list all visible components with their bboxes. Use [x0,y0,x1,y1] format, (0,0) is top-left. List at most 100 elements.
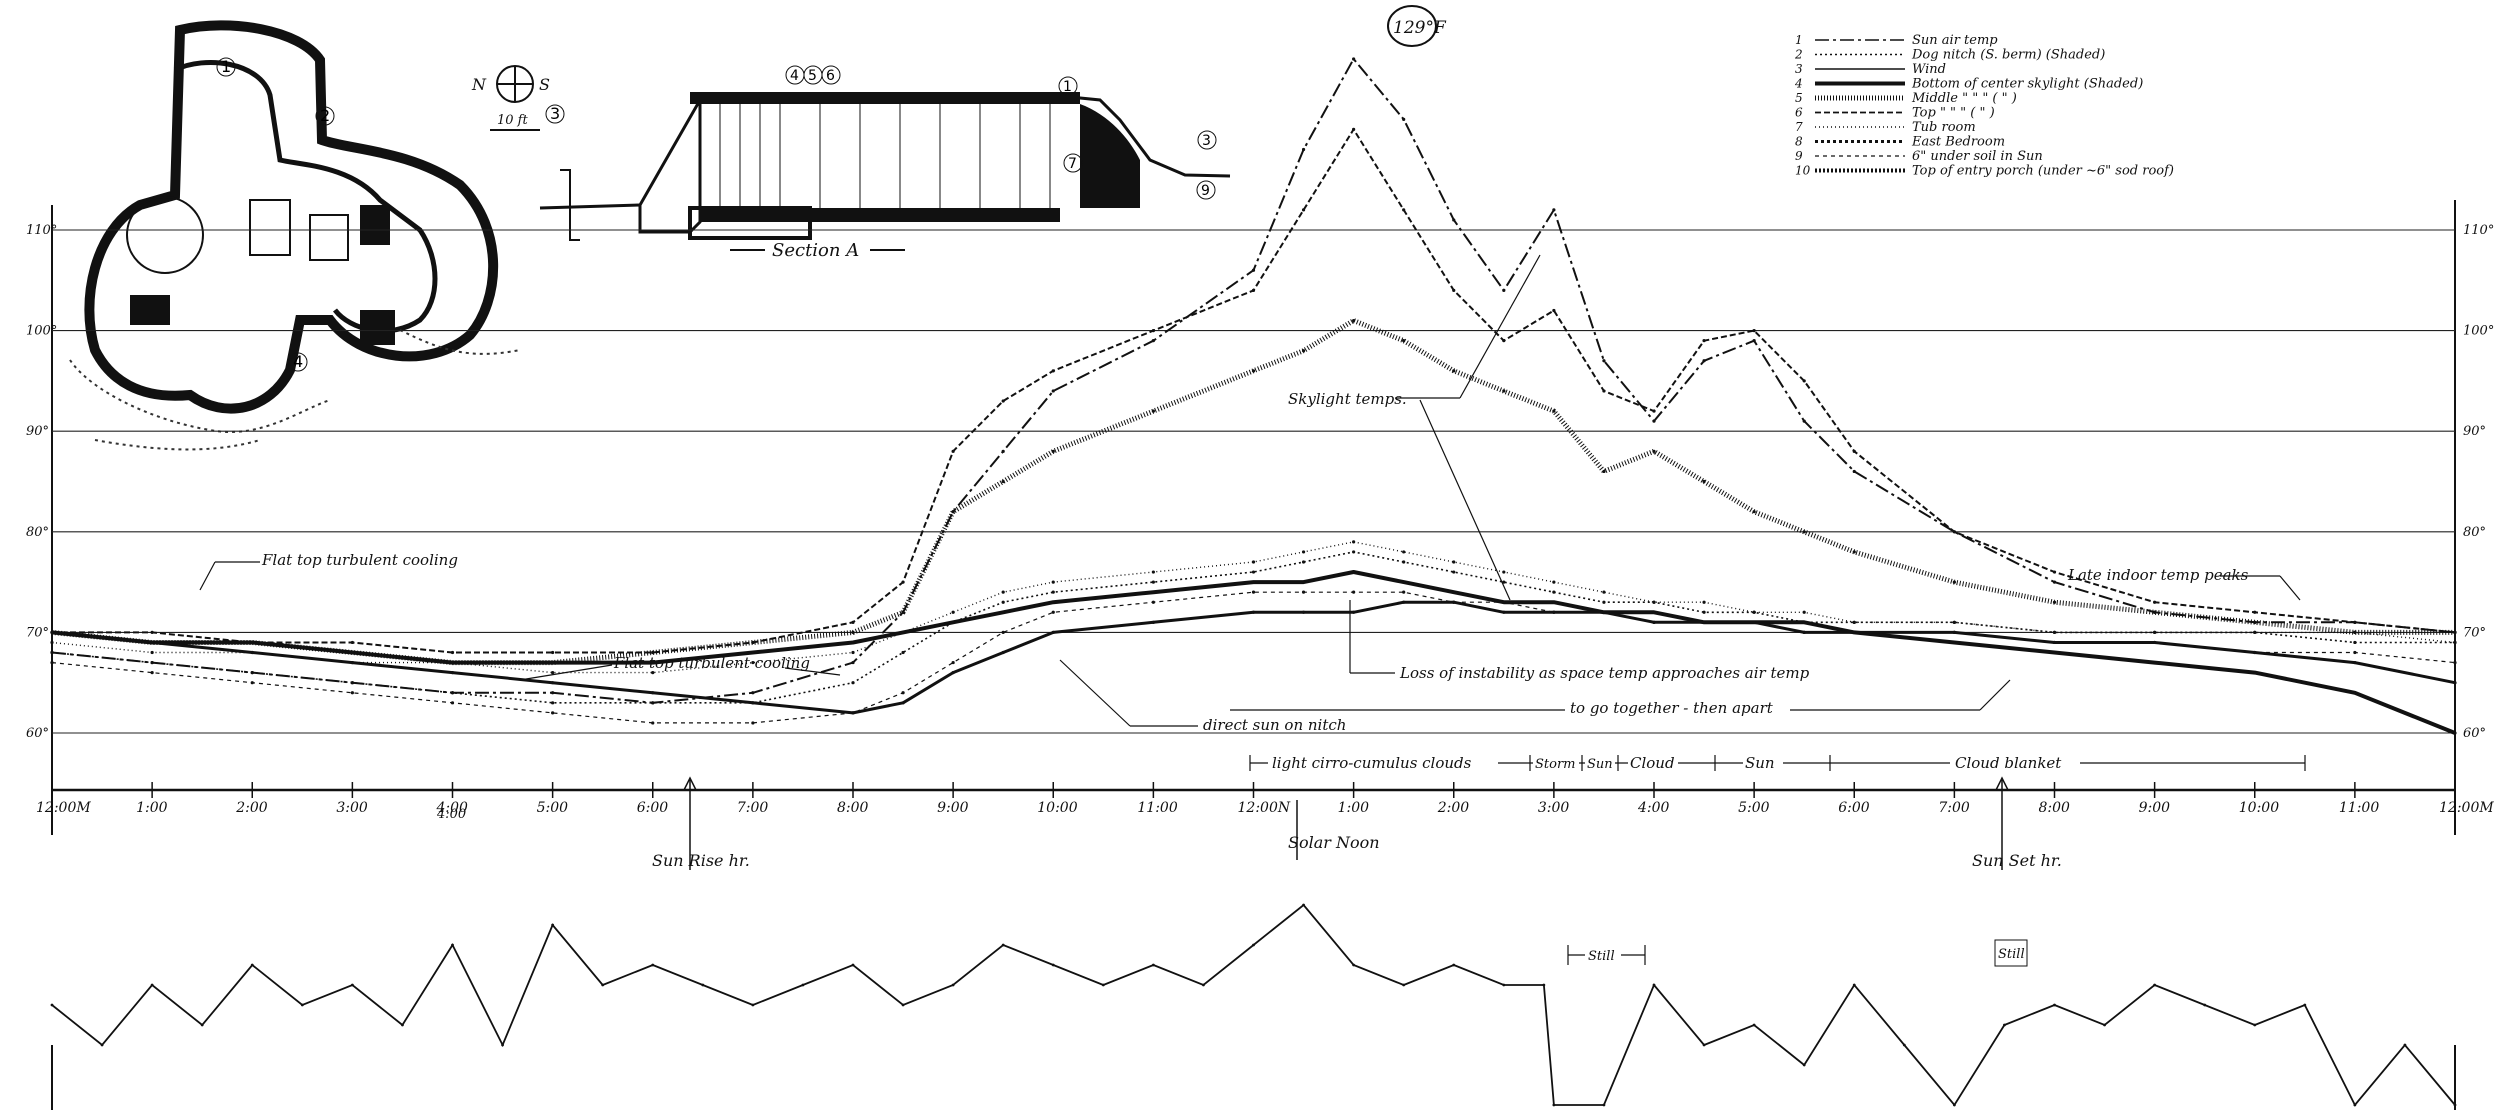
series-1-point-21 [1602,600,1606,604]
sun-markers: Sun Rise hr. Solar Noon Sun Set hr. 4:00 [436,776,2062,870]
series-5-point-26 [1852,620,1856,624]
series-1-point-4 [450,691,455,695]
sky-storm: Storm [1535,757,1576,772]
series-1-point-3 [350,681,354,685]
series-4-point-26 [1852,449,1856,453]
series-7-point-22 [1652,620,1656,624]
y-tick-right-100: 100° [2463,324,2494,339]
wind-point-37 [1852,983,1856,987]
series-4-point-4 [450,650,455,655]
series-0-point-21 [1602,359,1606,363]
series-0-point-25 [1802,419,1806,423]
series-4-point-25 [1802,379,1806,383]
series-1-point-18 [1452,570,1456,574]
wind-point-4 [250,963,254,967]
x-tick-label-20: 8:00 [2039,800,2071,816]
series-2-point-13 [1151,590,1155,594]
y-tick-left-100: 100° [26,324,57,339]
series-6-point-1 [150,671,154,675]
wind-point-20 [1051,963,1055,967]
series-5-point-1 [150,650,154,655]
series-3-point-24 [1752,510,1756,514]
series-7-point-10 [951,671,955,675]
x-tick-label-11: 11:00 [1137,800,1177,816]
wind-point-5 [300,1003,304,1007]
series-6-point-11 [1001,630,1005,635]
series-4-point-9 [901,580,905,584]
series-3-point-14 [1251,369,1256,373]
series-1-point-17 [1402,560,1406,564]
series-4-point-17 [1402,208,1406,212]
wind-point-24 [1252,943,1255,947]
series-1-point-15 [1301,560,1306,564]
section-marker-5: 5 [808,68,817,84]
series-3-point-25 [1802,530,1806,534]
wind-point-27 [1402,983,1406,987]
plan-marker-1: 1 [221,57,231,76]
series-0-point-14 [1251,268,1256,272]
series-1-point-20 [1552,590,1556,594]
series-3-point-27 [1952,580,1956,584]
series-0-point-22 [1652,419,1656,423]
wind-point-3 [200,1023,204,1027]
series-0-point-15 [1301,147,1306,152]
legend-label-0: Sun air temp [1912,33,1998,48]
y-tick-right-80: 80° [2463,525,2486,540]
wind-point-8 [451,943,454,947]
legend-num-5: 6 [1795,106,1803,120]
wind-point-23 [1202,983,1205,987]
series-4-point-10 [951,449,955,453]
series-5-point-10 [951,610,955,614]
wind-point-38 [1902,1043,1906,1047]
series-2-point-25 [1802,620,1806,624]
legend-label-2: Wind [1912,62,1946,77]
series-4-point-18 [1452,288,1456,292]
series-4-point-23 [1702,339,1706,343]
series-6-point-14 [1251,590,1256,594]
wind-point-18 [951,983,955,987]
series-5-point-18 [1452,560,1456,564]
wind-point-17 [901,1003,905,1007]
section-marker-4: 4 [790,68,799,84]
series-7-point-27 [1952,630,1956,635]
series-0-point-13 [1151,339,1155,343]
series-3-point-16 [1352,318,1356,323]
series-5-point-21 [1602,590,1606,594]
series-4-point-13 [1151,329,1155,333]
series-1-point-23 [1702,610,1706,614]
series-2-point-28 [2052,650,2057,655]
series-7-point-6 [651,691,655,695]
section-marker-1: 1 [1063,79,1072,95]
series-1-point-8 [851,681,855,685]
series-3-point-10 [951,510,955,514]
series-5-point-12 [1051,580,1055,584]
series-0-point-24 [1752,339,1756,343]
section-floor [700,208,1060,222]
x-tick-label-18: 6:00 [1838,800,1870,816]
wind-point-43 [2153,983,2157,987]
series-0-point-7 [751,691,755,695]
plan-room-circle [126,196,204,274]
x-tick-label-10: 10:00 [1037,800,1077,816]
section-cut-mark [560,169,580,241]
y-tick-left-80: 80° [26,525,49,540]
legend-num-7: 8 [1795,135,1803,149]
x-tick-label-3: 3:00 [336,800,368,816]
series-4-point-28 [2052,570,2057,574]
series-6-point-0 [50,660,54,665]
series-3-point-17 [1402,339,1406,343]
plan-inner-wall [173,59,438,334]
series-7-point-11 [1001,650,1005,655]
series-7-point-15 [1301,610,1306,614]
legend-label-3: Bottom of center skylight (Shaded) [1911,77,2143,92]
compass-s-label: S [539,75,550,94]
annotation-together-apart: to go together - then apart [1570,699,1774,717]
series-3-point-3 [350,650,354,655]
peak-label: 129°F [1393,18,1447,38]
series-4-point-21 [1602,389,1606,393]
floor-plan-drawing: 1 2 3 4 [69,20,565,451]
series-6-point-7 [751,721,755,725]
series-7-point-0 [50,630,54,635]
series-7-point-9 [901,701,905,705]
legend-num-9: 10 [1795,164,1811,178]
